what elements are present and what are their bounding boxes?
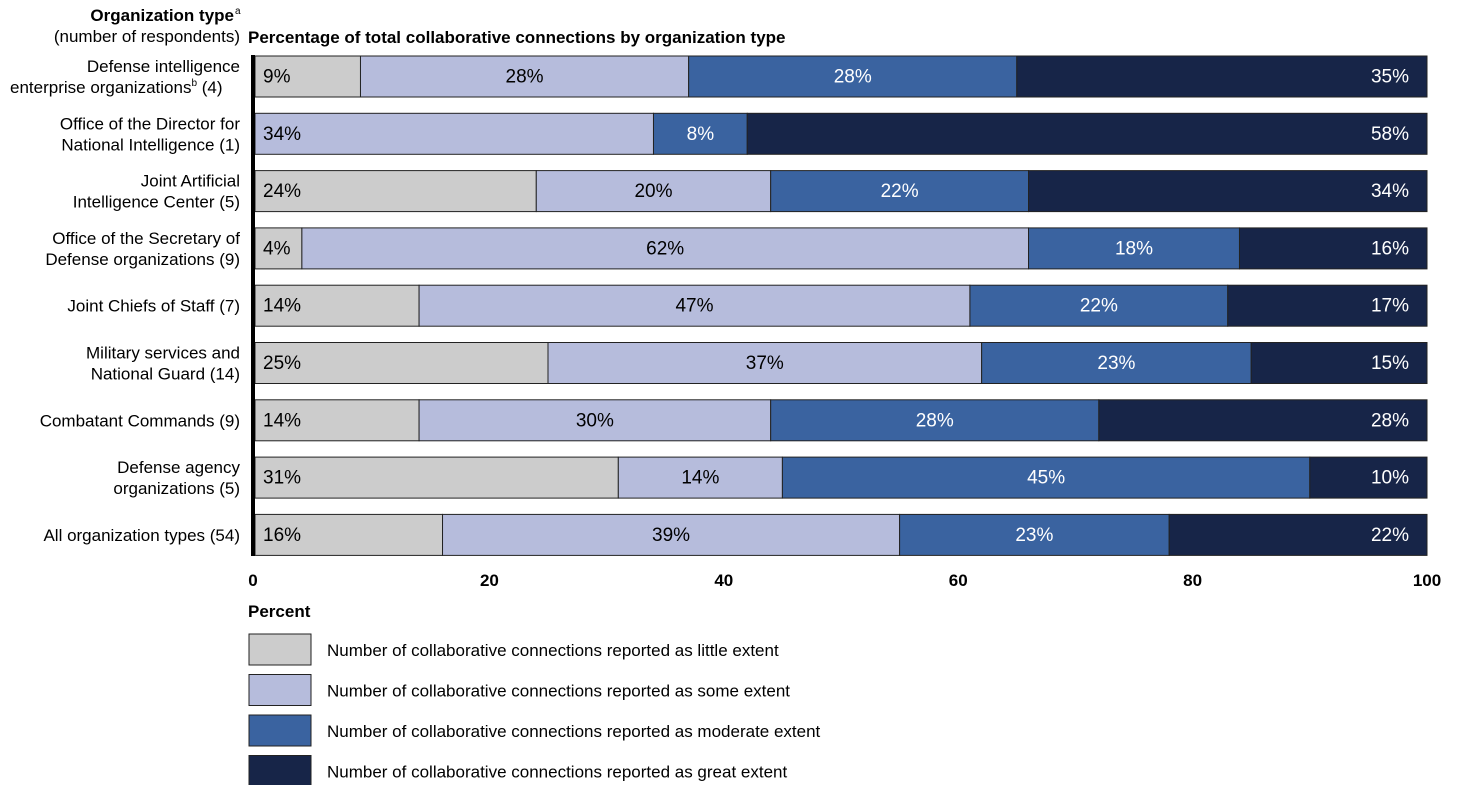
data-label: 23% xyxy=(1015,525,1053,546)
category-label: Combatant Commands (9) xyxy=(40,411,240,430)
bar-segment xyxy=(781,456,1311,499)
bars-layer: 9% 28% 28% 35% 34% 8% 58% 24% 20% 22% 34% 4% 62% 18% 1… xyxy=(254,55,1428,556)
bar-segment xyxy=(746,112,1428,155)
data-label: 25% xyxy=(263,353,301,374)
category-label: Office of the Director for National Intel… xyxy=(60,114,240,154)
category-label: Office of the Secretary of Defense organi… xyxy=(45,229,240,269)
data-label: 17% xyxy=(1371,296,1409,317)
data-label: 22% xyxy=(1080,296,1118,317)
x-tick-label: 40 xyxy=(714,571,733,590)
legend-swatch xyxy=(248,674,312,706)
bar-segment xyxy=(770,399,1100,442)
bar-segment xyxy=(442,513,901,556)
data-label: 14% xyxy=(681,468,719,489)
bar-segment xyxy=(547,342,983,384)
data-label: 35% xyxy=(1371,67,1409,88)
bar-segment xyxy=(1250,342,1428,384)
data-label: 16% xyxy=(1371,238,1409,259)
chart-title: Percentage of total collaborative connec… xyxy=(248,28,786,47)
legend-swatch xyxy=(248,714,312,747)
category-label: Joint Artificial Intelligence Center (5) xyxy=(73,172,240,212)
bar-segment xyxy=(969,284,1229,327)
data-label: 15% xyxy=(1371,353,1409,374)
legend-label: Number of collaborative connections repo… xyxy=(327,682,790,701)
bar-segment xyxy=(1238,227,1428,270)
bar-segment xyxy=(418,284,971,327)
bar-segment xyxy=(359,55,690,98)
bar-segment xyxy=(301,227,1030,270)
data-label: 28% xyxy=(506,67,544,88)
data-label: 16% xyxy=(263,525,301,546)
data-label: 18% xyxy=(1115,238,1153,259)
legend-label: Number of collaborative connections repo… xyxy=(327,763,787,782)
bar-segment xyxy=(418,399,772,442)
left-title: Organization type xyxy=(90,6,234,25)
bar-segment xyxy=(770,170,1030,213)
data-label: 14% xyxy=(263,410,301,431)
data-label: 62% xyxy=(646,238,684,259)
x-tick-label: 80 xyxy=(1183,571,1202,590)
bar-segment xyxy=(1309,456,1428,499)
data-label: 28% xyxy=(1371,410,1409,431)
data-label: 28% xyxy=(916,410,954,431)
category-label: All organization types (54) xyxy=(43,526,240,545)
legend-swatch xyxy=(248,755,312,785)
left-title-superscript: a xyxy=(235,6,241,17)
data-label: 20% xyxy=(634,181,672,202)
x-axis-ticks: 0 20 40 60 80 100 xyxy=(248,571,1441,590)
data-label: 24% xyxy=(263,181,301,202)
category-labels: Defense intelligence enterprise organizat… xyxy=(10,57,240,545)
x-tick-label: 0 xyxy=(248,571,257,590)
legend-label: Number of collaborative connections repo… xyxy=(327,722,821,741)
x-tick-label: 100 xyxy=(1413,571,1441,590)
bar-segment xyxy=(1016,55,1428,98)
x-axis-label: Percent xyxy=(248,602,311,621)
legend-swatch xyxy=(248,633,312,666)
data-label: 34% xyxy=(263,124,301,145)
category-label: Military services and National Guard (14) xyxy=(86,344,240,384)
data-label: 22% xyxy=(881,181,919,202)
data-label: 58% xyxy=(1371,124,1409,145)
bar-segment xyxy=(1168,513,1428,556)
bar-segment xyxy=(1028,170,1428,213)
bar-segment xyxy=(254,284,420,327)
data-label: 14% xyxy=(263,296,301,317)
data-label: 4% xyxy=(263,238,291,259)
data-label: 10% xyxy=(1371,468,1409,489)
data-label: 28% xyxy=(834,67,872,88)
bar-segment xyxy=(254,170,537,213)
data-label: 8% xyxy=(687,124,715,145)
data-label: 45% xyxy=(1027,468,1065,489)
x-tick-label: 60 xyxy=(949,571,968,590)
data-label: 22% xyxy=(1371,525,1409,546)
category-label: Joint Chiefs of Staff (7) xyxy=(67,297,240,316)
data-label: 47% xyxy=(675,296,713,317)
bar-segment xyxy=(899,513,1170,556)
data-label: 37% xyxy=(746,353,784,374)
data-label: 39% xyxy=(652,525,690,546)
data-label: 9% xyxy=(263,67,291,88)
bar-segment xyxy=(1098,399,1428,442)
bar-segment xyxy=(688,55,1018,98)
category-label: Defense intelligence enterprise organizat… xyxy=(10,57,240,97)
bar-segment xyxy=(254,456,619,499)
legend-label: Number of collaborative connections repo… xyxy=(327,641,779,660)
bar-segment xyxy=(981,342,1252,384)
left-subtitle: (number of respondents) xyxy=(54,27,240,46)
bar-segment xyxy=(254,399,420,442)
data-label: 31% xyxy=(263,468,301,489)
legend: Number of collaborative connections repo… xyxy=(248,633,821,785)
bar-segment xyxy=(254,55,361,98)
x-tick-label: 20 xyxy=(480,571,499,590)
data-label: 30% xyxy=(576,410,614,431)
data-label: 34% xyxy=(1371,181,1409,202)
data-label: 23% xyxy=(1097,353,1135,374)
category-label: Defense agency organizations (5) xyxy=(113,458,240,498)
bar-segment xyxy=(1028,227,1240,270)
bar-segment xyxy=(254,112,654,155)
bar-segment xyxy=(535,170,772,213)
bar-segment xyxy=(1227,284,1428,327)
